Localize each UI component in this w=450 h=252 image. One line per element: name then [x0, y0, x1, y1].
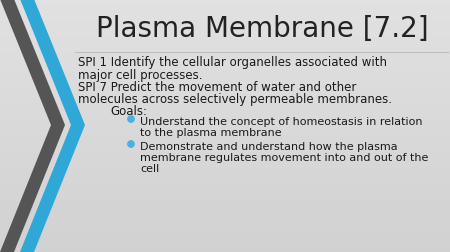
Text: Plasma Membrane [7.2]: Plasma Membrane [7.2]	[96, 15, 428, 43]
Text: to the plasma membrane: to the plasma membrane	[140, 128, 282, 137]
Text: major cell processes.: major cell processes.	[78, 68, 202, 81]
Text: molecules across selectively permeable membranes.: molecules across selectively permeable m…	[78, 93, 392, 106]
Circle shape	[128, 116, 134, 123]
Circle shape	[128, 141, 134, 148]
Text: Demonstrate and understand how the plasma: Demonstrate and understand how the plasm…	[140, 141, 398, 151]
Polygon shape	[20, 0, 85, 125]
Text: SPI 1 Identify the cellular organelles associated with: SPI 1 Identify the cellular organelles a…	[78, 56, 387, 69]
Text: Understand the concept of homeostasis in relation: Understand the concept of homeostasis in…	[140, 116, 423, 127]
Text: SPI 7 Predict the movement of water and other: SPI 7 Predict the movement of water and …	[78, 81, 356, 94]
Text: membrane regulates movement into and out of the: membrane regulates movement into and out…	[140, 152, 428, 162]
Polygon shape	[20, 125, 85, 252]
Polygon shape	[0, 0, 65, 125]
Polygon shape	[0, 125, 65, 252]
Text: Goals:: Goals:	[110, 105, 147, 117]
Text: cell: cell	[140, 163, 159, 173]
